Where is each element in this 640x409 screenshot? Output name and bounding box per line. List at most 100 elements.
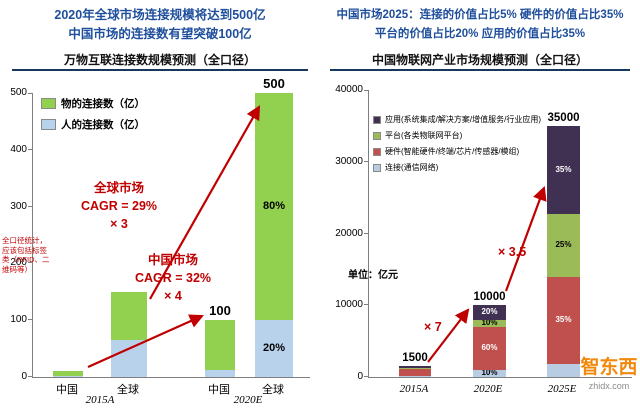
- segment-percentage-label: 20%: [481, 307, 498, 317]
- y-tick-label: 400: [10, 143, 27, 155]
- left-headline-line1: 2020年全球市场连接规模将达到500亿: [54, 8, 266, 22]
- segment-应用: [399, 366, 431, 369]
- bar-全球-2020E: 20% 80% 500: [255, 76, 293, 377]
- x-label-global-2020: 全球: [262, 384, 284, 396]
- y-tick-mark: [364, 90, 369, 91]
- x-label-china-2020: 中国: [208, 384, 230, 396]
- y-tick-label: 200: [10, 257, 27, 269]
- segment-人的连接数: [53, 375, 83, 377]
- segment-percentage-label: 25%: [555, 240, 572, 250]
- legend-item: 连接(通信网络): [373, 162, 541, 173]
- legend-swatch: [373, 163, 381, 172]
- segment-percentage-label: 80%: [262, 200, 286, 213]
- segment-连接: [547, 364, 580, 377]
- legend-item: 人的连接数（亿）: [41, 117, 145, 132]
- y-tick-mark: [364, 376, 369, 377]
- segment-平台: 10%: [473, 319, 506, 327]
- segment-应用: 20%: [473, 305, 506, 320]
- x-label-2025e: 2025E: [547, 383, 577, 395]
- legend-label: 物的连接数（亿）: [61, 98, 145, 110]
- watermark-logo: 智东西: [580, 357, 638, 378]
- y-tick-mark: [364, 232, 369, 234]
- legend-item: 硬件(智能硬件/终端/芯片/传感器/模组): [373, 146, 541, 157]
- watermark-site: zhidx.com: [588, 381, 630, 391]
- multiplier-3-5-annotation: × 3.5: [498, 245, 527, 259]
- segment-人的连接数: 20%: [255, 320, 293, 377]
- segment-人的连接数: [111, 340, 147, 377]
- y-tick-label: 0: [21, 371, 27, 382]
- y-tick-mark: [28, 205, 33, 207]
- y-tick-label: 0: [357, 371, 363, 382]
- bar-中国-2020E: 100: [205, 303, 235, 377]
- segment-连接: [399, 375, 431, 377]
- y-tick-label: 20000: [335, 227, 363, 239]
- legend-label: 人的连接数（亿）: [61, 119, 145, 131]
- china-cagr-line3: × 4: [164, 289, 182, 303]
- segment-percentage-label: 35%: [555, 164, 572, 174]
- left-headline: 2020年全球市场连接规模将达到500亿 中国市场的连接数有望突破100亿: [0, 6, 320, 44]
- segment-percentage-label: 10%: [481, 369, 498, 377]
- multiplier-7-annotation: × 7: [424, 320, 442, 334]
- segment-硬件: 60%: [473, 326, 506, 370]
- x-label-2015a: 2015A: [399, 383, 429, 395]
- y-tick-label: 30000: [335, 155, 363, 167]
- segment-percentage-label: 60%: [481, 343, 498, 353]
- left-headline-line2: 中国市场的连接数有望突破100亿: [68, 27, 252, 41]
- left-legend: 物的连接数（亿） 人的连接数（亿）: [41, 96, 145, 138]
- segment-硬件: 35%: [547, 276, 580, 365]
- global-cagr-line1: 全球市场: [93, 181, 144, 195]
- x-label-china-2015: 中国: [56, 384, 78, 396]
- china-cagr-line2: CAGR = 32%: [134, 271, 212, 285]
- legend-label: 硬件(智能硬件/终端/芯片/传感器/模组): [385, 147, 520, 156]
- y-tick-mark: [28, 148, 33, 150]
- unit-label: 单位：亿元: [348, 270, 398, 281]
- bar-total-label: 100: [209, 303, 231, 319]
- right-title-rule: [330, 69, 630, 71]
- right-chart-title: 中国物联网产业市场规模预测（全口径）: [371, 53, 588, 67]
- y-tick-label: 500: [10, 87, 27, 98]
- legend-label: 平台(各类物联网平台): [385, 131, 463, 140]
- segment-物的连接数: [53, 371, 83, 376]
- segment-应用: 35%: [547, 125, 580, 214]
- global-cagr-line3: × 3: [110, 217, 128, 231]
- bar-2015A: 1500: [399, 352, 431, 377]
- left-plot-area: 物的连接数（亿） 人的连接数（亿） 全球市场 CAGR = 29% × 3 中国市…: [10, 76, 310, 382]
- legend-item: 应用(系统集成/解决方案/增值服务/行业应用): [373, 114, 541, 125]
- segment-平台: [399, 368, 431, 370]
- y-tick-label: 10000: [335, 299, 363, 311]
- scope-note: 全口径统计，应该包括标签类（RFID、二维码等）: [2, 236, 50, 274]
- segment-硬件: [399, 369, 431, 376]
- china-cagr-line1: 中国市场: [147, 253, 198, 267]
- legend-item: 物的连接数（亿）: [41, 96, 145, 111]
- segment-percentage-label: 20%: [262, 342, 286, 355]
- legend-item: 平台(各类物联网平台): [373, 130, 541, 141]
- right-legend: 应用(系统集成/解决方案/增值服务/行业应用) 平台(各类物联网平台) 硬件(智能硬…: [373, 114, 541, 178]
- y-tick-mark: [28, 376, 33, 377]
- y-tick-mark: [28, 319, 33, 321]
- y-tick-label: 100: [10, 314, 27, 326]
- bar-total-label: 10000: [473, 291, 506, 304]
- y-tick-label: 300: [10, 200, 27, 212]
- global-cagr-annotation: 全球市场 CAGR = 29% × 3: [63, 179, 175, 233]
- legend-swatch: [373, 131, 381, 140]
- right-plot-area: 应用(系统集成/解决方案/增值服务/行业应用) 平台(各类物联网平台) 硬件(智能硬…: [335, 84, 632, 382]
- bar-total-label: 1500: [402, 352, 428, 365]
- left-title-rule: [12, 69, 308, 71]
- y-tick-mark: [364, 160, 369, 162]
- right-headline: 中国市场2025：连接的价值占比5% 硬件的价值占比35% 平台的价值占比20%…: [320, 6, 640, 44]
- segment-percentage-label: 35%: [555, 315, 572, 325]
- x-label-2020e: 2020E: [473, 383, 503, 395]
- legend-label: 应用(系统集成/解决方案/增值服务/行业应用): [385, 115, 541, 124]
- segment-物的连接数: [205, 320, 235, 371]
- y-tick-mark: [364, 304, 369, 306]
- segment-连接: 10%: [473, 369, 506, 377]
- global-cagr-line2: CAGR = 29%: [80, 199, 158, 213]
- china-cagr-annotation: 中国市场 CAGR = 32% × 4: [121, 251, 225, 305]
- legend-swatch: [373, 115, 381, 124]
- left-chart-title: 万物互联连接数规模预测（全口径）: [63, 53, 256, 67]
- segment-人的连接数: [205, 370, 235, 377]
- bar-total-label: 35000: [547, 111, 580, 124]
- x-label-global-2015: 全球: [117, 384, 139, 396]
- y-tick-label: 40000: [335, 84, 363, 95]
